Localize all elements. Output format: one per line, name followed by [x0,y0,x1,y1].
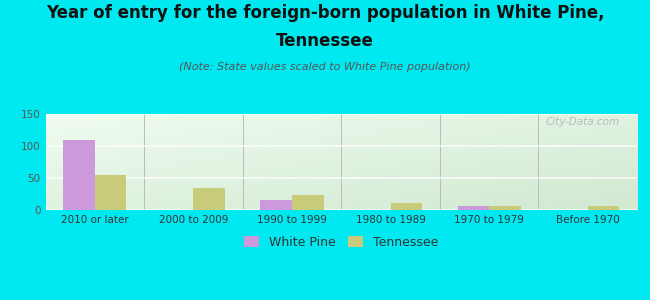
Text: Year of entry for the foreign-born population in White Pine,: Year of entry for the foreign-born popul… [46,4,605,22]
Bar [95,175,126,210]
Text: City-Data.com: City-Data.com [545,117,619,127]
Legend: White Pine, Tennessee: White Pine, Tennessee [239,231,443,254]
Text: Tennessee: Tennessee [276,32,374,50]
Bar [391,203,422,210]
Bar [588,206,619,210]
Bar [63,140,95,210]
Bar [489,206,521,210]
Bar [194,188,225,210]
Bar [261,200,292,210]
Bar [458,206,489,210]
Text: (Note: State values scaled to White Pine population): (Note: State values scaled to White Pine… [179,61,471,71]
Bar [292,195,324,210]
